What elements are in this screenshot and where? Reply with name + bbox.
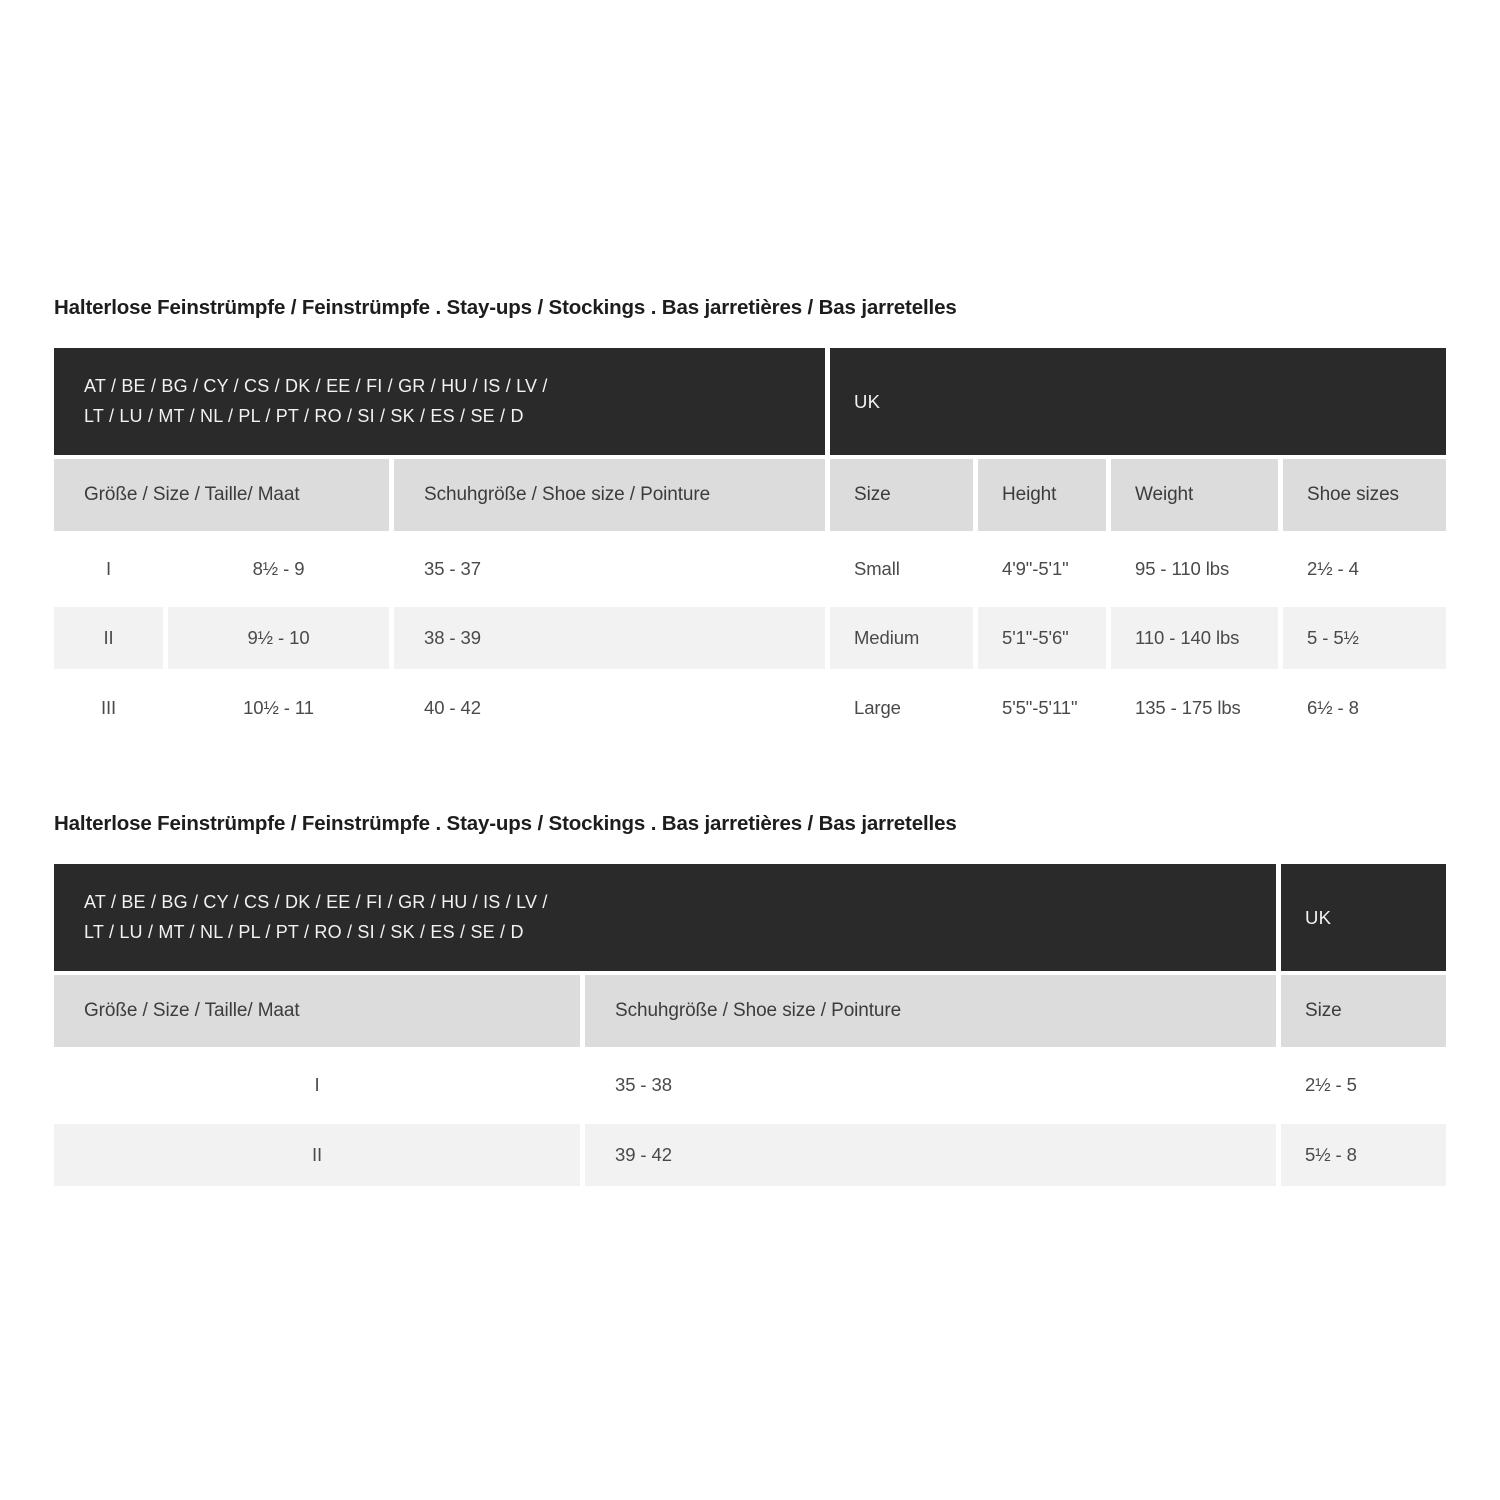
table2-row1-roman: I [54, 1055, 580, 1115]
row-gap [973, 678, 978, 738]
row-gap [1278, 607, 1283, 669]
table2-uk-header-text: UK [1305, 906, 1332, 928]
table1-row1-uk-weight: 95 - 110 lbs [1111, 539, 1278, 599]
table2-subheader-row: Größe / Size / Taille/ Maat Schuhgröße /… [54, 975, 1446, 1047]
table1-row2-uk-height: 5'1"-5'6" [978, 607, 1106, 669]
header-gap-1 [1276, 864, 1281, 971]
table-row: II 39 - 42 5½ - 8 [54, 1124, 1446, 1186]
row-gap [580, 1124, 585, 1186]
row-gap [1278, 539, 1283, 599]
table1-row1-uk-size: Small [830, 539, 973, 599]
table2-eu-header-text: AT / BE / BG / CY / CS / DK / EE / FI / … [84, 892, 548, 942]
table1-uk-header-cell: UK [830, 348, 1446, 455]
table2-row1-uk-size: 2½ - 5 [1281, 1055, 1446, 1115]
table-row: II 9½ - 10 38 - 39 Medium 5'1"-5'6" 110 … [54, 607, 1446, 669]
table1-row3-shoe-size: 40 - 42 [394, 678, 825, 738]
table1-row2-uk-weight: 110 - 140 lbs [1111, 607, 1278, 669]
section2-title: Halterlose Feinstrümpfe / Feinstrümpfe .… [54, 812, 957, 835]
table2-subheader-shoe-size: Schuhgröße / Shoe size / Pointure [585, 975, 1276, 1047]
row-gap [389, 607, 394, 669]
table1-row2-uk-shoe-sizes: 5 - 5½ [1283, 607, 1446, 669]
row-gap [973, 539, 978, 599]
table1-row3-size-range: 10½ - 11 [168, 678, 389, 738]
table1-row1-roman: I [54, 539, 163, 599]
table1-eu-header-cell: AT / BE / BG / CY / CS / DK / EE / FI / … [54, 348, 825, 455]
table2-dark-header-row: AT / BE / BG / CY / CS / DK / EE / FI / … [54, 864, 1446, 971]
row-gap [1106, 607, 1111, 669]
table1-subheader-uk-height: Height [978, 459, 1106, 531]
row-gap [163, 607, 168, 669]
row-gap [1106, 539, 1111, 599]
row-gap [1276, 1055, 1281, 1115]
table1-row2-shoe-size: 38 - 39 [394, 607, 825, 669]
table1-row3-uk-weight: 135 - 175 lbs [1111, 678, 1278, 738]
table-row: I 35 - 38 2½ - 5 [54, 1055, 1446, 1115]
table1-row2-size-range: 9½ - 10 [168, 607, 389, 669]
subheader-gap-2 [825, 459, 830, 531]
subheader-gap-4 [1106, 459, 1111, 531]
table1-uk-header-text: UK [854, 390, 881, 412]
table2-subheader-uk-size: Size [1281, 975, 1446, 1047]
subheader-gap-2 [1276, 975, 1281, 1047]
subheader-gap-3 [973, 459, 978, 531]
table-row: I 8½ - 9 35 - 37 Small 4'9"-5'1" 95 - 11… [54, 539, 1446, 599]
table-row: III 10½ - 11 40 - 42 Large 5'5"-5'11" 13… [54, 678, 1446, 738]
table1-row2-roman: II [54, 607, 163, 669]
table2-row2-shoe-size: 39 - 42 [585, 1124, 1276, 1186]
row-gap [389, 678, 394, 738]
table2-eu-header-cell: AT / BE / BG / CY / CS / DK / EE / FI / … [54, 864, 1276, 971]
row-gap [973, 607, 978, 669]
table1-subheader-uk-shoe-sizes: Shoe sizes [1283, 459, 1446, 531]
table1-row3-uk-shoe-sizes: 6½ - 8 [1283, 678, 1446, 738]
table1-dark-header-row: AT / BE / BG / CY / CS / DK / EE / FI / … [54, 348, 1446, 455]
table1-subheader-uk-weight: Weight [1111, 459, 1278, 531]
table2-row2-roman: II [54, 1124, 580, 1186]
table2-uk-header-cell: UK [1281, 864, 1446, 971]
row-gap [580, 1055, 585, 1115]
subheader-gap-1 [580, 975, 585, 1047]
table1-row1-shoe-size: 35 - 37 [394, 539, 825, 599]
table1-row2-uk-size: Medium [830, 607, 973, 669]
table1-row1-size-range: 8½ - 9 [168, 539, 389, 599]
subheader-gap-1 [389, 459, 394, 531]
table1-eu-header-text: AT / BE / BG / CY / CS / DK / EE / FI / … [84, 376, 548, 426]
row-gap [825, 678, 830, 738]
table1-row1-uk-height: 4'9"-5'1" [978, 539, 1106, 599]
row-gap [825, 539, 830, 599]
table1-row3-roman: III [54, 678, 163, 738]
table1-subheader-row: Größe / Size / Taille/ Maat Schuhgröße /… [54, 459, 1446, 531]
table2-row1-shoe-size: 35 - 38 [585, 1055, 1276, 1115]
row-gap [163, 539, 168, 599]
table1-subheader-shoe-size: Schuhgröße / Shoe size / Pointure [394, 459, 825, 531]
row-gap [389, 539, 394, 599]
row-gap [1276, 1124, 1281, 1186]
row-gap [163, 678, 168, 738]
section1-title: Halterlose Feinstrümpfe / Feinstrümpfe .… [54, 296, 957, 319]
table1-subheader-uk-size: Size [830, 459, 973, 531]
subheader-gap-5 [1278, 459, 1283, 531]
header-gap-1 [825, 348, 830, 455]
table1-row3-uk-height: 5'5"-5'11" [978, 678, 1106, 738]
row-gap [1278, 678, 1283, 738]
table1-row1-uk-shoe-sizes: 2½ - 4 [1283, 539, 1446, 599]
row-gap [1106, 678, 1111, 738]
table2-row2-uk-size: 5½ - 8 [1281, 1124, 1446, 1186]
table2-subheader-size: Größe / Size / Taille/ Maat [54, 975, 580, 1047]
table1-subheader-size: Größe / Size / Taille/ Maat [54, 459, 389, 531]
table1-row3-uk-size: Large [830, 678, 973, 738]
row-gap [825, 607, 830, 669]
